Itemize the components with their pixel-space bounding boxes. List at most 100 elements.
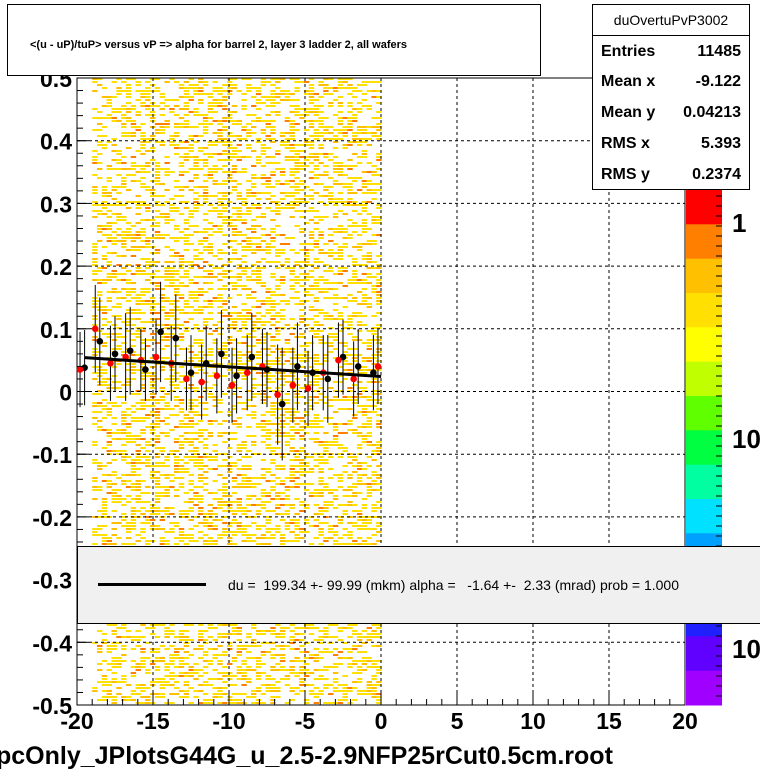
heatmap-cell: [169, 375, 175, 377]
heatmap-cell: [140, 402, 146, 404]
heatmap-cell: [251, 477, 257, 479]
heatmap-cell: [347, 189, 353, 191]
heatmap-cell: [313, 330, 319, 332]
heatmap-cell: [337, 447, 344, 449]
heatmap-cell: [222, 90, 228, 92]
heatmap-cell: [260, 177, 267, 179]
heatmap-cell: [255, 363, 262, 365]
heatmap-cell: [318, 288, 324, 290]
heatmap-cell: [207, 528, 214, 530]
heatmap-cell: [217, 141, 223, 143]
heatmap-cell: [188, 189, 194, 191]
heatmap-cell: [140, 231, 146, 233]
heatmap-cell: [207, 273, 214, 275]
heatmap-cell: [111, 681, 117, 683]
heatmap-cell: [227, 261, 233, 263]
heatmap-cell: [125, 441, 132, 443]
heatmap-cell: [125, 84, 132, 86]
heatmap-cell: [347, 321, 353, 323]
heatmap-cell: [169, 324, 175, 326]
heatmap-cell: [101, 213, 108, 215]
heatmap-cell: [337, 330, 344, 332]
heatmap-cell: [236, 267, 242, 269]
heatmap-cell: [106, 192, 112, 194]
heatmap-cell: [174, 426, 180, 428]
heatmap-cell: [342, 657, 348, 659]
heatmap-cell: [366, 240, 372, 242]
heatmap-cell: [342, 450, 348, 452]
heatmap-cell: [212, 444, 218, 446]
heatmap-cell: [275, 663, 281, 665]
heatmap-cell: [150, 525, 156, 527]
heatmap-cell: [323, 459, 329, 461]
heatmap-cell: [265, 516, 271, 518]
heatmap-cell: [101, 510, 108, 512]
heatmap-cell: [356, 435, 363, 437]
heatmap-cell: [121, 699, 127, 701]
heatmap-cell: [121, 246, 127, 248]
heatmap-cell: [361, 411, 368, 413]
heatmap-cell: [183, 87, 190, 89]
heatmap-cell: [289, 471, 295, 473]
heatmap-cell: [222, 153, 228, 155]
heatmap-cell: [356, 111, 363, 113]
heatmap-cell: [323, 627, 329, 629]
heatmap-cell: [337, 168, 344, 170]
heatmap-cell: [121, 219, 127, 221]
heatmap-cell: [332, 147, 339, 149]
heatmap-cell: [202, 126, 209, 128]
heatmap-cell: [352, 282, 358, 284]
heatmap-cell: [231, 363, 238, 365]
heatmap-cell: [198, 231, 204, 233]
heatmap-cell: [284, 375, 291, 377]
heatmap-cell: [169, 384, 175, 386]
heatmap-cell: [308, 162, 315, 164]
heatmap-cell: [125, 378, 132, 380]
heatmap-cell: [154, 510, 161, 512]
heatmap-cell: [289, 450, 295, 452]
heatmap-cell: [217, 696, 223, 698]
heatmap-cell: [332, 444, 339, 446]
heatmap-cell: [251, 345, 257, 347]
heatmap-cell: [251, 252, 257, 254]
heatmap-cell: [366, 108, 372, 110]
heatmap-cell: [251, 87, 257, 89]
heatmap-cell: [347, 369, 353, 371]
heatmap-cell: [116, 273, 122, 275]
heatmap-cell: [198, 240, 204, 242]
heatmap-cell: [145, 417, 151, 419]
heatmap-cell: [159, 294, 165, 296]
heatmap-cell: [135, 264, 141, 266]
heatmap-cell: [222, 504, 228, 506]
heatmap-cell: [202, 132, 209, 134]
heatmap-cell: [145, 237, 151, 239]
heatmap-cell: [289, 666, 295, 668]
heatmap-cell: [125, 90, 132, 92]
heatmap-cell: [246, 249, 252, 251]
heatmap-cell: [323, 537, 329, 539]
heatmap-cell: [366, 267, 372, 269]
heatmap-cell: [323, 204, 329, 206]
heatmap-cell: [304, 261, 310, 263]
heatmap-cell: [284, 528, 291, 530]
heatmap-cell: [270, 138, 276, 140]
heatmap-cell: [318, 330, 324, 332]
heatmap-cell: [328, 702, 334, 704]
heatmap-cell: [193, 126, 199, 128]
heatmap-cell: [332, 396, 339, 398]
heatmap-cell: [227, 93, 233, 95]
heatmap-cell: [313, 288, 319, 290]
heatmap-cell: [260, 174, 267, 176]
heatmap-cell: [178, 309, 185, 311]
heatmap-cell: [347, 522, 353, 524]
heatmap-cell: [289, 216, 295, 218]
heatmap-cell: [279, 318, 286, 320]
heatmap-cell: [227, 501, 233, 503]
heatmap-cell: [159, 114, 165, 116]
heatmap-cell: [154, 483, 161, 485]
heatmap-cell: [318, 690, 324, 692]
heatmap-cell: [217, 153, 223, 155]
heatmap-cell: [159, 432, 165, 434]
heatmap-cell: [289, 159, 295, 161]
heatmap-cell: [169, 303, 175, 305]
